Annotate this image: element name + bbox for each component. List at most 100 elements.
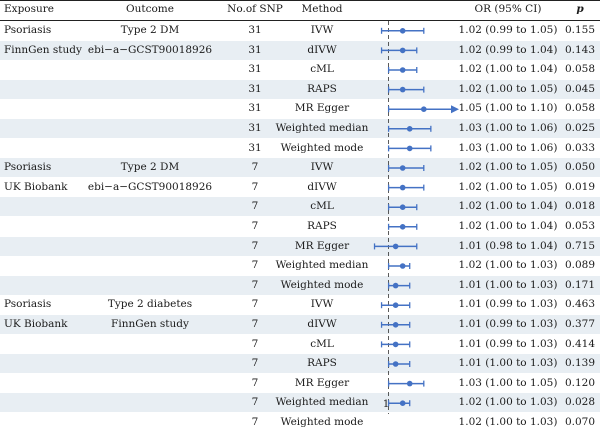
group-exposure: Psoriasis — [4, 161, 52, 174]
row-or-ci: 1.01 (0.99 to 1.03) — [458, 337, 558, 350]
row-nsnp: 7 — [251, 161, 259, 174]
row-nsnp: 7 — [251, 357, 259, 370]
row-p-value: 0.377 — [564, 318, 596, 330]
header-exposure: Exposure — [4, 3, 55, 15]
row-or-ci: 1.01 (1.00 to 1.03) — [458, 278, 558, 291]
ci-marker — [380, 47, 418, 54]
group-exposure-source: FinnGen study — [4, 43, 82, 56]
or-point — [399, 224, 406, 230]
row-or-ci: 1.01 (0.98 to 1.04) — [458, 239, 558, 252]
row-method: dIVW — [307, 180, 337, 193]
row-or-ci: 1.01 (0.99 to 1.03) — [458, 298, 558, 311]
row-p-value: 0.058 — [564, 102, 596, 115]
ci-marker — [387, 400, 411, 407]
or-point — [406, 126, 413, 132]
row-nsnp: 7 — [251, 220, 259, 232]
row-stripe — [0, 40, 600, 60]
row-method: Weighted mode — [280, 278, 364, 291]
row-p-value: 0.089 — [564, 259, 596, 272]
row-method: MR Egger — [294, 102, 350, 115]
row-method: cML — [310, 200, 334, 213]
row-p-value: 0.139 — [564, 357, 596, 370]
row-method: Weighted median — [275, 396, 369, 409]
row-method: MR Egger — [294, 376, 350, 389]
ci-marker — [387, 105, 459, 114]
row-nsnp: 7 — [251, 200, 259, 213]
row-nsnp: 31 — [248, 24, 262, 36]
row-p-value: 0.025 — [564, 122, 596, 134]
group-exposure-source: UK Biobank — [4, 180, 68, 193]
or-point — [399, 204, 406, 210]
ci-marker — [387, 263, 411, 269]
group-outcome: Type 2 DM — [120, 161, 180, 174]
row-or-ci: 1.02 (1.00 to 1.04) — [458, 200, 558, 213]
row-or-ci: 1.02 (1.00 to 1.04) — [458, 220, 558, 232]
row-method: MR Egger — [294, 239, 350, 252]
row-stripe — [0, 158, 600, 178]
row-method: IVW — [310, 298, 334, 311]
row-p-value: 0.463 — [564, 298, 596, 311]
row-or-ci: 1.02 (0.99 to 1.05) — [458, 24, 558, 36]
row-stripe — [0, 197, 600, 217]
row-nsnp: 31 — [248, 141, 262, 154]
header-or-ci: OR (95% CI) — [474, 3, 542, 15]
header-top-rule — [0, 0, 600, 1]
or-point — [392, 282, 399, 289]
group-exposure: Psoriasis — [4, 298, 52, 311]
row-or-ci: 1.02 (0.99 to 1.04) — [458, 43, 558, 56]
row-nsnp: 7 — [251, 259, 259, 272]
ci-marker — [380, 321, 411, 328]
row-p-value: 0.414 — [564, 337, 596, 350]
header-bottom-rule — [0, 20, 600, 21]
row-or-ci: 1.05 (1.00 to 1.10) — [458, 102, 558, 115]
row-or-ci: 1.03 (1.00 to 1.06) — [458, 141, 558, 154]
ci-marker — [387, 223, 418, 230]
row-method: RAPS — [307, 82, 337, 95]
or-point — [399, 47, 406, 54]
row-method: Weighted median — [275, 122, 369, 134]
row-or-ci: 1.01 (1.00 to 1.03) — [458, 357, 558, 370]
row-p-value: 0.155 — [564, 24, 596, 36]
row-nsnp: 31 — [248, 43, 262, 56]
ci-arrow — [451, 105, 459, 114]
ci-marker — [387, 361, 411, 367]
ci-marker — [373, 243, 418, 250]
ci-marker — [387, 165, 425, 171]
row-p-value: 0.143 — [564, 43, 596, 56]
row-method: Weighted median — [275, 259, 369, 272]
ci-marker — [387, 380, 425, 387]
header-nsnp: No.of SNP — [227, 3, 283, 15]
row-p-value: 0.018 — [564, 200, 596, 213]
row-nsnp: 31 — [248, 63, 262, 76]
row-stripe — [0, 119, 600, 138]
or-point — [392, 302, 399, 309]
or-point — [406, 145, 413, 152]
row-p-value: 0.050 — [564, 161, 596, 174]
row-nsnp: 7 — [251, 278, 259, 291]
row-p-value: 0.033 — [564, 141, 596, 154]
row-or-ci: 1.02 (1.00 to 1.03) — [458, 416, 558, 428]
group-outcome-source: ebi−a−GCST90018926 — [87, 43, 213, 56]
ci-marker — [380, 27, 425, 34]
row-method: cML — [310, 337, 334, 350]
row-method: RAPS — [307, 220, 337, 232]
or-point — [399, 400, 406, 407]
row-nsnp: 7 — [251, 337, 259, 350]
row-p-value: 0.058 — [564, 63, 596, 76]
group-exposure: Psoriasis — [4, 24, 52, 36]
row-method: cML — [310, 63, 334, 76]
or-point — [392, 322, 399, 328]
row-method: IVW — [310, 24, 334, 36]
row-nsnp: 31 — [248, 102, 262, 115]
ci-marker — [380, 341, 411, 348]
ci-marker — [387, 145, 432, 152]
row-stripe — [0, 79, 600, 99]
row-method: Weighted mode — [280, 141, 364, 154]
row-or-ci: 1.02 (1.00 to 1.03) — [458, 259, 558, 272]
or-point — [399, 263, 406, 269]
row-p-value: 0.171 — [564, 278, 596, 291]
row-or-ci: 1.02 (1.00 to 1.04) — [458, 63, 558, 76]
row-or-ci: 1.02 (1.00 to 1.05) — [458, 82, 558, 95]
or-point — [399, 28, 406, 34]
